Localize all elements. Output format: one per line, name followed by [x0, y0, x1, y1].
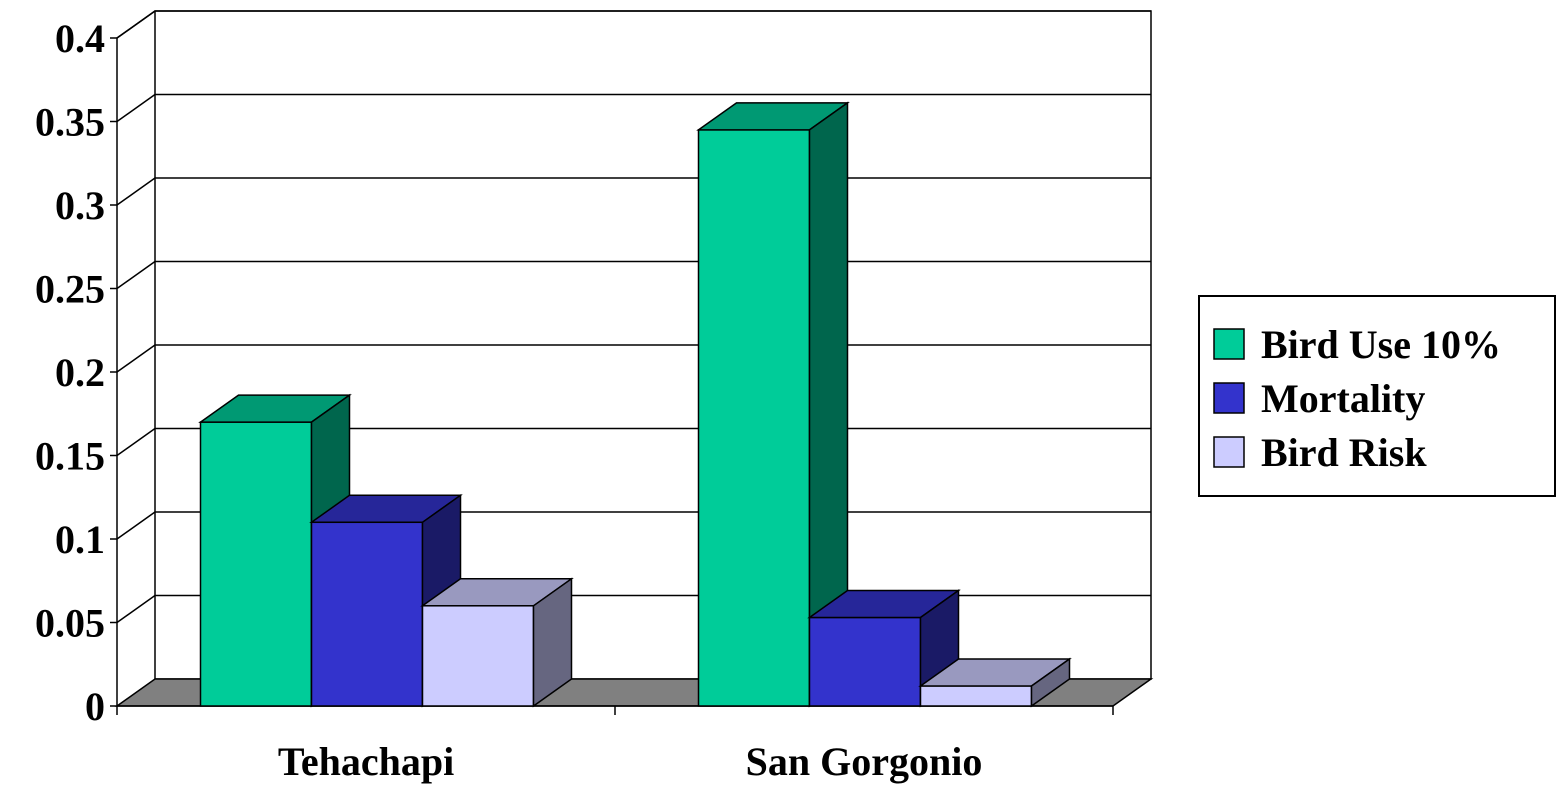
- legend-box: [1198, 295, 1556, 497]
- y-axis: 0 0.05 0.1 0.15 0.2 0.25 0.3 0.35 0.4: [35, 10, 156, 729]
- bar: [807, 589, 961, 708]
- bar: [696, 101, 850, 708]
- gridline-side: [116, 427, 156, 457]
- gridline-side: [116, 177, 156, 206]
- y-tick-label: 0.2: [55, 350, 105, 395]
- y-tick-label: 0: [85, 684, 105, 729]
- y-tick-label: 0.1: [55, 517, 105, 562]
- x-axis: Tehachapi San Gorgonio: [116, 705, 1114, 784]
- y-tick-label: 0.15: [35, 434, 105, 479]
- bar-front: [697, 129, 811, 707]
- x-category-label: Tehachapi: [278, 739, 454, 784]
- bar-front: [310, 521, 424, 707]
- y-tick-label: 0.25: [35, 267, 105, 312]
- y-tick-label: 0.4: [55, 16, 105, 61]
- bar-front: [199, 421, 313, 707]
- y-tick-label: 0.05: [35, 601, 105, 646]
- bar: [420, 577, 574, 708]
- gridline-side: [116, 344, 156, 373]
- bar-side: [532, 577, 573, 708]
- bar-side: [1030, 657, 1071, 708]
- y-tick-label: 0.35: [35, 100, 105, 145]
- gridline-side: [116, 594, 156, 624]
- gridline-side: [116, 511, 156, 540]
- bar: [918, 657, 1072, 708]
- legend-label: Mortality: [1261, 376, 1425, 421]
- bar-front: [421, 605, 535, 707]
- legend-label: Bird Use 10%: [1261, 322, 1501, 367]
- y-axis-top-edge: [116, 10, 156, 39]
- bar-front: [808, 616, 922, 707]
- legend-swatch: [1213, 328, 1245, 360]
- legend-label: Bird Risk: [1261, 430, 1427, 475]
- y-tick-label: 0.3: [55, 183, 105, 228]
- gridline-side: [116, 260, 156, 290]
- gridline-side: [116, 93, 156, 123]
- legend-swatch: [1213, 436, 1245, 468]
- legend: Bird Use 10% Mortality Bird Risk: [1198, 295, 1556, 497]
- bar-front: [919, 685, 1033, 707]
- x-category-label: San Gorgonio: [746, 739, 983, 784]
- bars: [198, 101, 1072, 708]
- legend-swatch: [1213, 382, 1245, 414]
